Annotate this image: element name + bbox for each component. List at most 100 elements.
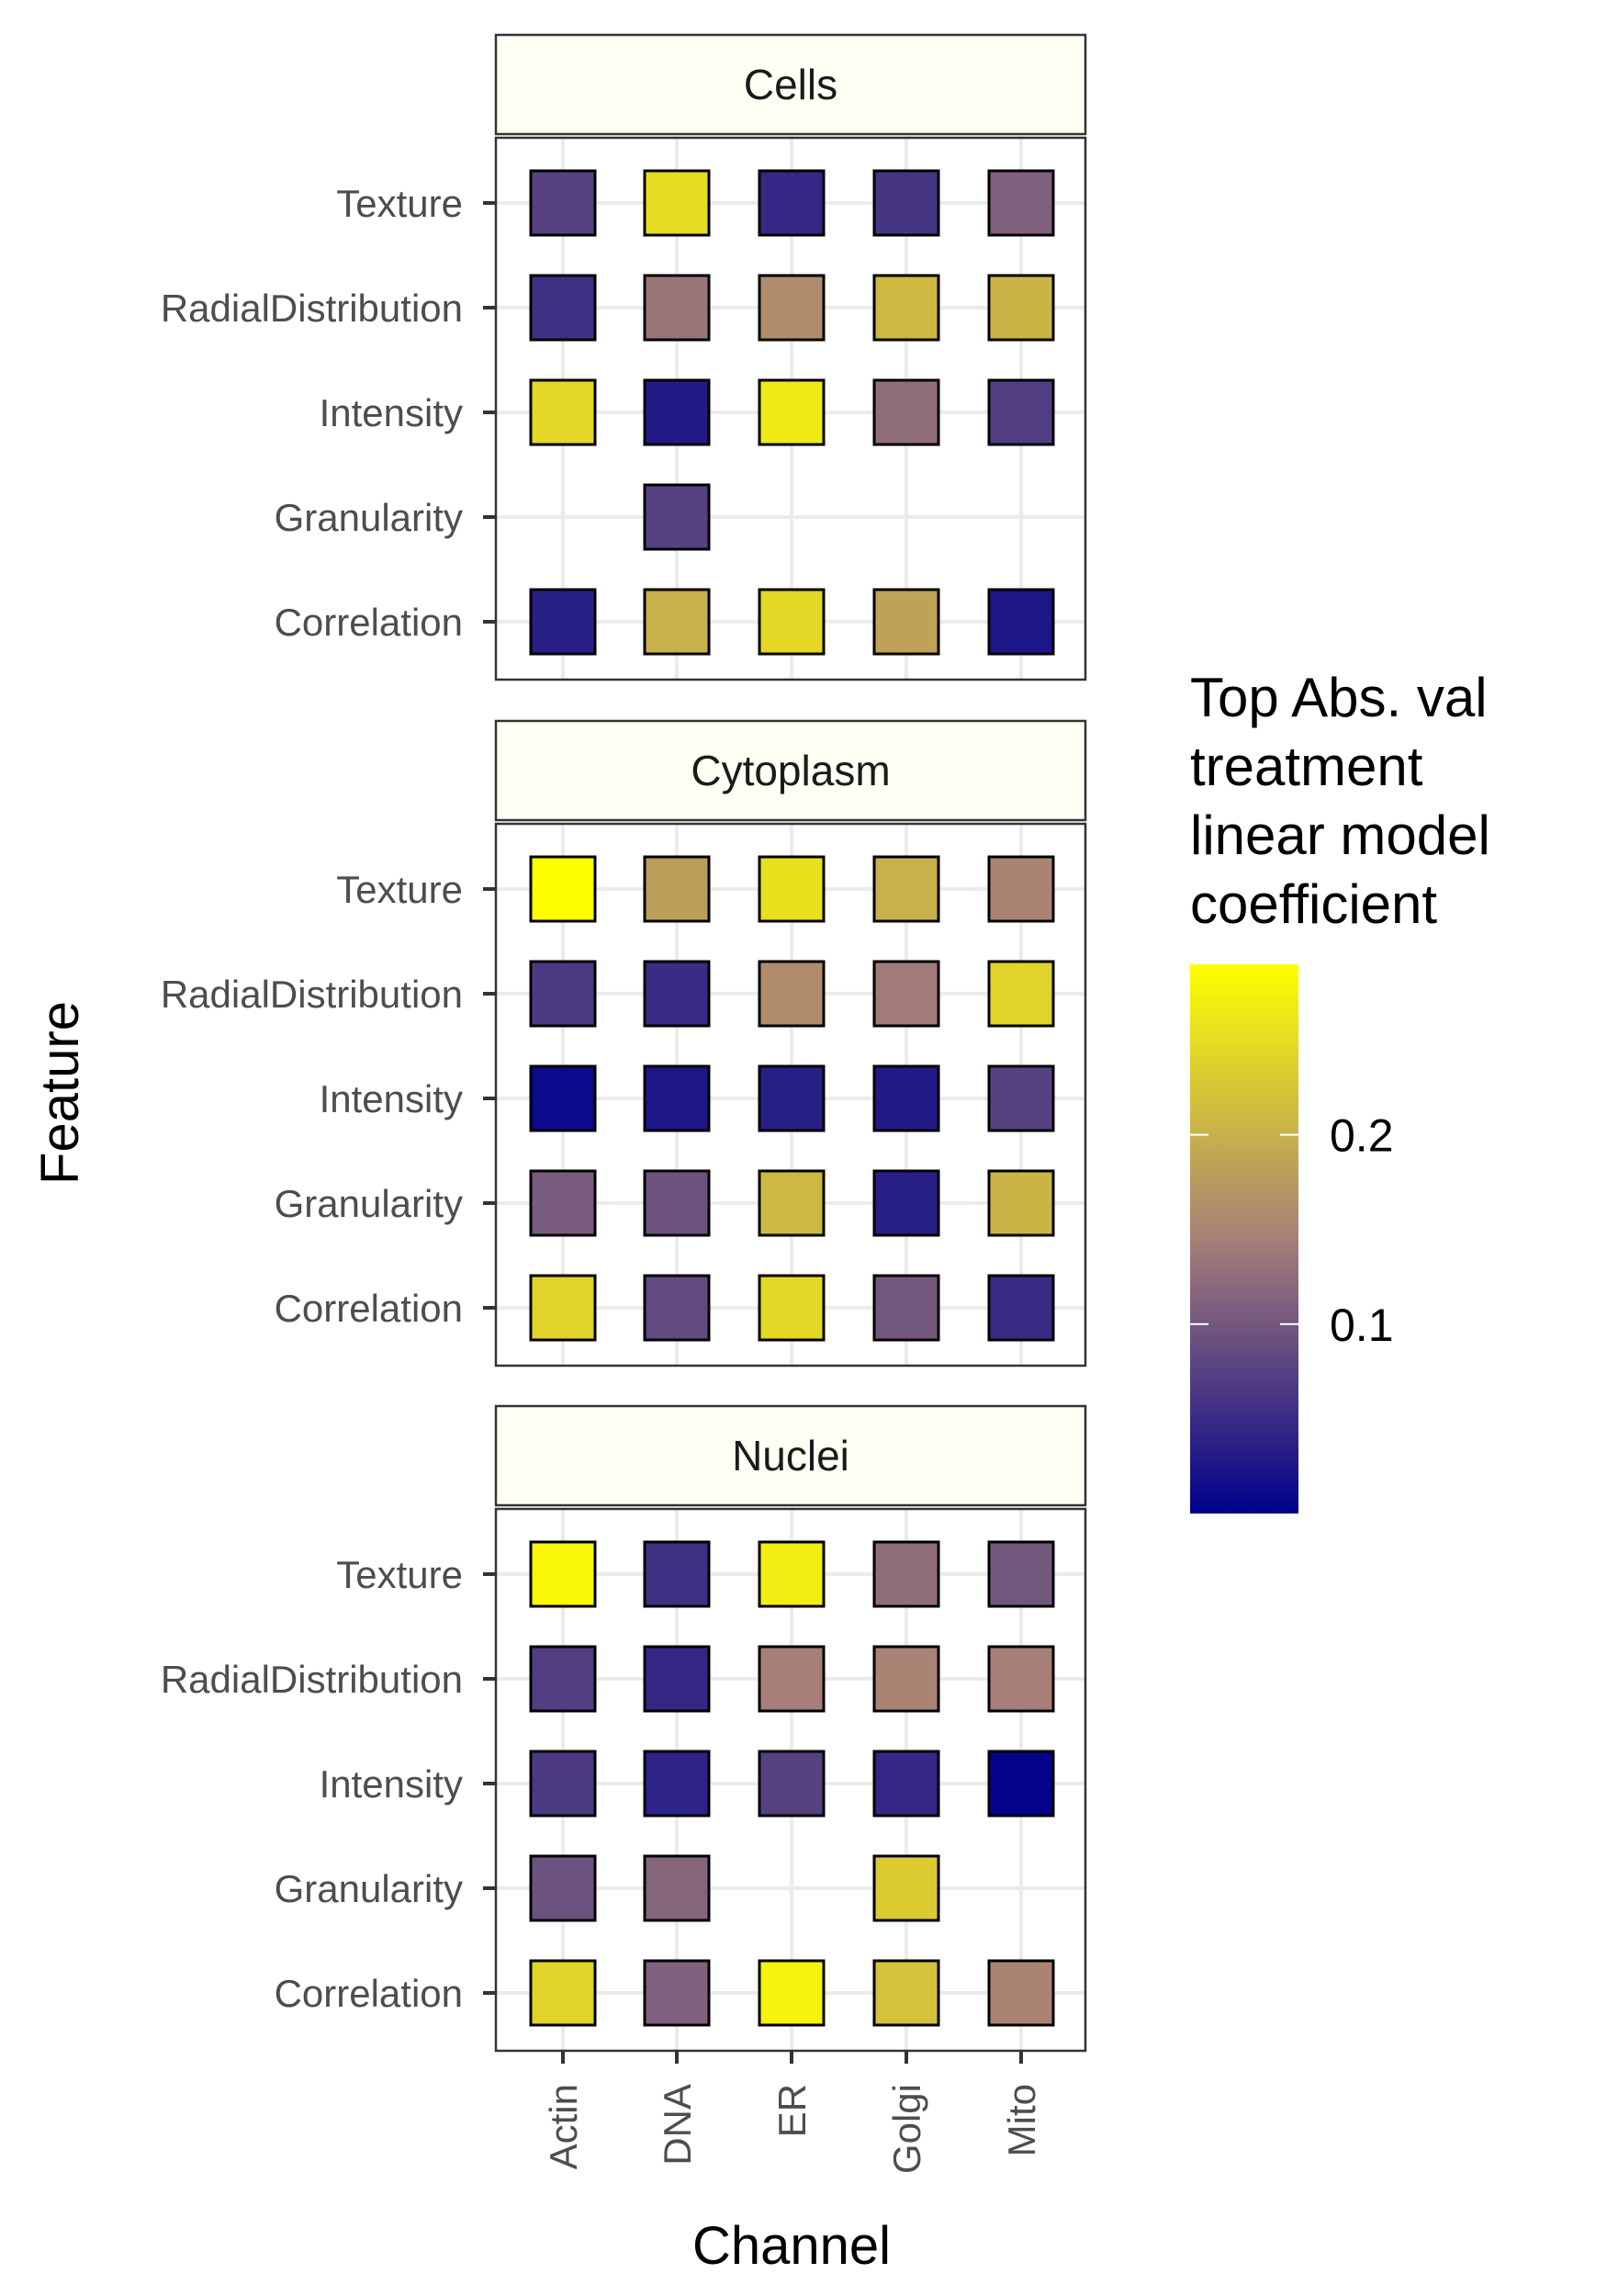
- heatmap-tile: [872, 1274, 940, 1342]
- y-tick-label: Intensity: [320, 1762, 463, 1806]
- y-tick-label: RadialDistribution: [161, 287, 463, 330]
- heatmap-tile: [758, 1540, 826, 1608]
- heatmap-tile: [529, 169, 597, 237]
- heatmap-tile: [872, 1064, 940, 1132]
- legend-title-line: coefficient: [1190, 873, 1437, 935]
- heatmap-tile: [872, 1169, 940, 1237]
- heatmap-tile: [758, 1645, 826, 1713]
- heatmap-tile: [643, 169, 711, 237]
- colorbar: [1190, 964, 1298, 1514]
- heatmap-tile: [872, 588, 940, 656]
- heatmap-tile: [529, 1645, 597, 1713]
- heatmap-tile: [987, 960, 1055, 1028]
- heatmap-tile: [872, 1750, 940, 1818]
- heatmap-tile: [872, 960, 940, 1028]
- facet-nuclei: Nuclei Texture RadialDistribution Intensity…: [161, 1404, 1087, 2053]
- facet-strip: [494, 719, 1087, 822]
- y-axis-title: Feature: [30, 1001, 90, 1185]
- heatmap-tile: [529, 274, 597, 342]
- colorbar-tick-label: 0.1: [1330, 1300, 1394, 1351]
- heatmap-tile: [643, 1540, 711, 1608]
- heatmap-tile: [872, 378, 940, 446]
- heatmap-tile: [529, 1274, 597, 1342]
- heatmap-tile: [643, 960, 711, 1028]
- heatmap-tile: [758, 378, 826, 446]
- heatmap-tile: [872, 169, 940, 237]
- heatmap-tile: [758, 855, 826, 923]
- heatmap-tile: [872, 1959, 940, 2027]
- facet-cytoplasm: Cytoplasm Texture RadialDistribution Intens…: [161, 719, 1087, 1367]
- heatmap-tile: [643, 1750, 711, 1818]
- heatmap-tile: [643, 1064, 711, 1132]
- facet-strip-label: Nuclei: [732, 1432, 849, 1480]
- heatmap-tile: [872, 1854, 940, 1922]
- heatmap-tile: [987, 1750, 1055, 1818]
- y-tick-label: Granularity: [275, 496, 463, 539]
- heatmap-tile: [987, 855, 1055, 923]
- y-tick-label: Texture: [336, 1553, 463, 1596]
- y-tick-label: Texture: [336, 182, 463, 225]
- heatmap-tile: [987, 378, 1055, 446]
- x-tick-label: DNA: [656, 2084, 699, 2166]
- facet-cells: Cells Texture RadialDistribution Intensity G…: [161, 33, 1087, 681]
- heatmap-tile: [987, 1959, 1055, 2027]
- facet-strip: [494, 1404, 1087, 1507]
- panel-border: [494, 822, 1087, 1367]
- heatmap-tile: [643, 1274, 711, 1342]
- heatmap-tile: [758, 1169, 826, 1237]
- facet-panels: Cells Texture RadialDistribution Intensity G…: [161, 33, 1087, 2053]
- heatmap-tile: [758, 1064, 826, 1132]
- heatmap-tile: [529, 855, 597, 923]
- x-tick-label: Mito: [1000, 2084, 1043, 2156]
- y-tick-label: Correlation: [275, 601, 463, 644]
- heatmap-tile: [758, 1959, 826, 2027]
- y-tick-label: RadialDistribution: [161, 1658, 463, 1701]
- heatmap-tile: [643, 588, 711, 656]
- facet-strip: [494, 33, 1087, 136]
- heatmap-tile: [987, 1645, 1055, 1713]
- heatmap-tile: [643, 274, 711, 342]
- heatmap-tile: [529, 1169, 597, 1237]
- y-tick-label: Texture: [336, 868, 463, 911]
- heatmap-tile: [529, 1959, 597, 2027]
- heatmap-tile: [758, 1750, 826, 1818]
- y-tick-label: Intensity: [320, 1077, 463, 1120]
- heatmap-tile: [987, 1169, 1055, 1237]
- y-tick-label: Correlation: [275, 1972, 463, 2015]
- heatmap-tile: [758, 169, 826, 237]
- heatmap-tile: [758, 588, 826, 656]
- x-axis: Actin DNA ER Golgi Mito: [542, 2051, 1043, 2174]
- x-tick-label: Golgi: [885, 2084, 928, 2174]
- heatmap-tile: [987, 588, 1055, 656]
- facet-strip-label: Cells: [744, 61, 837, 108]
- heatmap-tile: [529, 588, 597, 656]
- panel-border: [494, 136, 1087, 681]
- y-tick-label: Correlation: [275, 1287, 463, 1330]
- heatmap-tile: [643, 1854, 711, 1922]
- legend-title-line: treatment: [1190, 736, 1423, 797]
- heatmap-tile: [643, 1645, 711, 1713]
- heatmap-tile: [529, 1540, 597, 1608]
- legend-title-line: Top Abs. val: [1190, 667, 1488, 728]
- heatmap-tile: [987, 1064, 1055, 1132]
- heatmap-tile: [643, 378, 711, 446]
- heatmap-tile: [529, 960, 597, 1028]
- heatmap-tile: [758, 274, 826, 342]
- legend-title-line: linear model: [1190, 805, 1490, 866]
- heatmap-tile: [529, 1064, 597, 1132]
- heatmap-tile: [987, 169, 1055, 237]
- facet-strip-label: Cytoplasm: [691, 747, 890, 794]
- heatmap-tile: [872, 1645, 940, 1713]
- heatmap-tile: [643, 855, 711, 923]
- color-legend: Top Abs. val treatment linear model coeffic…: [1190, 667, 1490, 1514]
- y-tick-label: Intensity: [320, 391, 463, 434]
- y-tick-label: RadialDistribution: [161, 973, 463, 1016]
- heatmap-tile: [987, 1540, 1055, 1608]
- heatmap-tile: [987, 1274, 1055, 1342]
- x-tick-label: Actin: [542, 2084, 585, 2169]
- heatmap-tile: [872, 1540, 940, 1608]
- heatmap-tile: [529, 1854, 597, 1922]
- heatmap-tile: [758, 960, 826, 1028]
- heatmap-tile: [643, 1169, 711, 1237]
